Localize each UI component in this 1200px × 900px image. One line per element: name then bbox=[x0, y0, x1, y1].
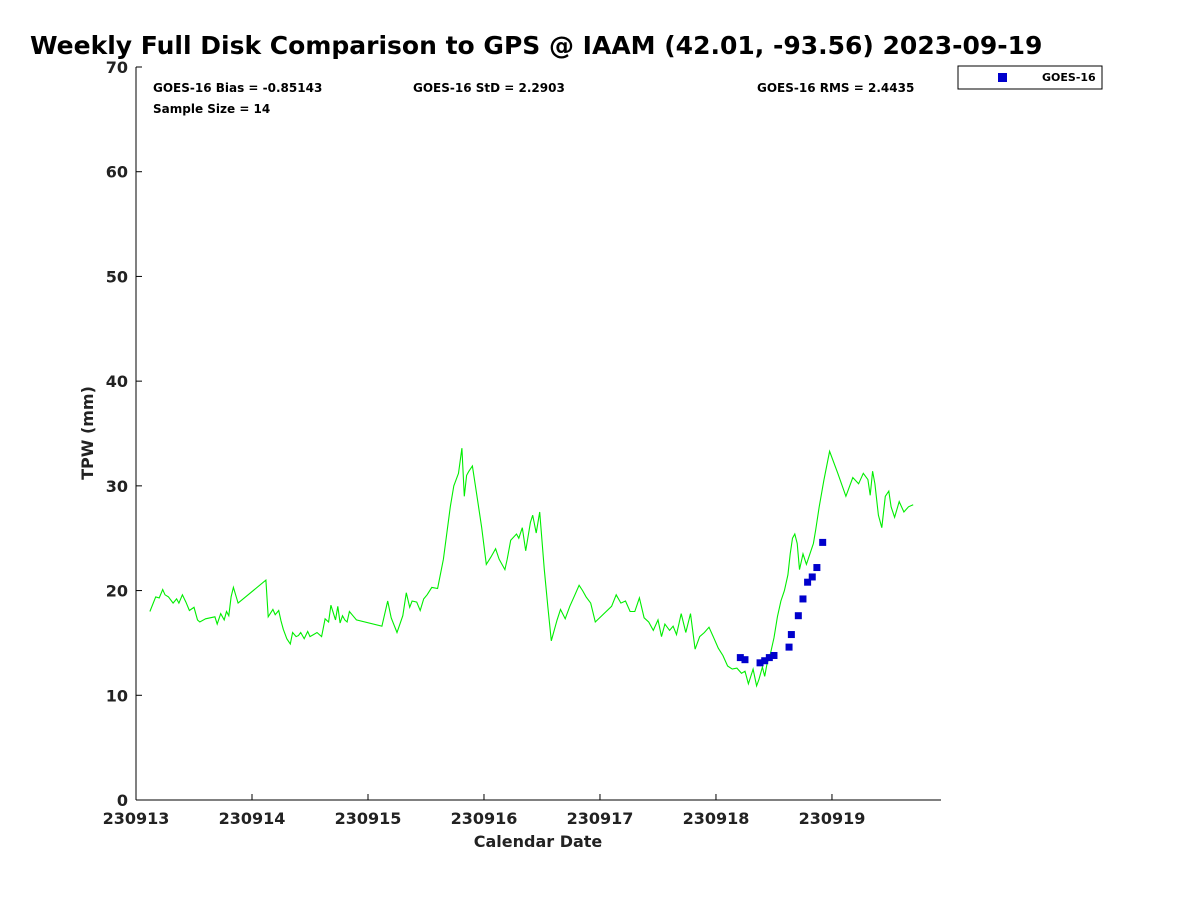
y-tick-label: 70 bbox=[106, 58, 128, 77]
goes16-point bbox=[804, 578, 812, 586]
y-tick-label: 60 bbox=[106, 163, 128, 182]
bias-stat: GOES-16 Bias = -0.85143 bbox=[153, 81, 322, 95]
goes16-point bbox=[794, 612, 802, 620]
gps-series bbox=[149, 448, 914, 688]
goes16-point bbox=[741, 656, 749, 664]
y-tick-label: 40 bbox=[106, 372, 128, 391]
goes16-point bbox=[813, 564, 821, 572]
goes16-point bbox=[765, 654, 773, 662]
x-tick-label: 230915 bbox=[335, 809, 402, 828]
goes16-point bbox=[819, 538, 827, 546]
y-tick-label: 30 bbox=[106, 477, 128, 496]
rms-stat: GOES-16 RMS = 2.4435 bbox=[757, 81, 914, 95]
legend-label-goes16: GOES-16 bbox=[1042, 71, 1096, 84]
y-tick-label: 20 bbox=[106, 582, 128, 601]
gps-line bbox=[149, 448, 914, 688]
goes16-point bbox=[799, 595, 807, 603]
goes16-point bbox=[808, 573, 816, 581]
x-tick-label: 230917 bbox=[567, 809, 634, 828]
chart-title: Weekly Full Disk Comparison to GPS @ IAA… bbox=[30, 31, 1042, 60]
x-tick-label: 230916 bbox=[451, 809, 518, 828]
goes16-series bbox=[736, 538, 827, 667]
std-stat: GOES-16 StD = 2.2903 bbox=[413, 81, 565, 95]
goes16-point bbox=[756, 659, 764, 667]
goes16-point bbox=[736, 654, 744, 662]
y-tick-label: 10 bbox=[106, 686, 128, 705]
x-tick-label: 230918 bbox=[683, 809, 750, 828]
goes16-point bbox=[761, 657, 769, 665]
x-tick-label: 230919 bbox=[799, 809, 866, 828]
plot-axes bbox=[135, 67, 941, 801]
legend: GOES-16 bbox=[957, 65, 1103, 90]
y-axis-label: TPW (mm) bbox=[78, 386, 97, 480]
x-axis-label: Calendar Date bbox=[474, 832, 603, 851]
y-tick-label: 50 bbox=[106, 267, 128, 286]
goes16-point bbox=[785, 643, 793, 651]
sample-size-stat: Sample Size = 14 bbox=[153, 102, 270, 116]
axis-ticks: 0 10 20 30 40 50 60 70 230913 230914 230915 230916 2… bbox=[103, 58, 866, 828]
x-tick-label: 230914 bbox=[219, 809, 286, 828]
x-tick-label: 230913 bbox=[103, 809, 170, 828]
goes16-point bbox=[770, 651, 778, 659]
y-tick-label: 0 bbox=[117, 791, 128, 810]
legend-marker-goes16 bbox=[998, 73, 1007, 82]
goes16-point bbox=[787, 631, 795, 639]
